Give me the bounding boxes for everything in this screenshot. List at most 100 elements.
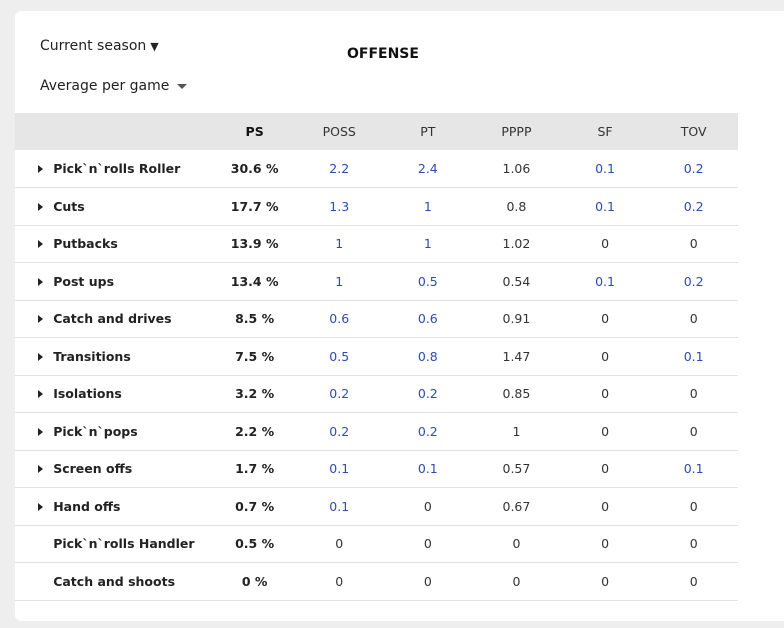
pt-value[interactable]: 0.2 xyxy=(417,386,438,402)
header-expand-spacer xyxy=(15,113,45,150)
expand-cell[interactable] xyxy=(15,450,45,488)
sf-value[interactable]: 0.1 xyxy=(595,161,615,176)
tov-value[interactable]: 0.2 xyxy=(683,161,704,176)
pppp-cell: 0.67 xyxy=(472,488,561,526)
poss-value[interactable]: 2.2 xyxy=(329,161,350,176)
expand-cell[interactable] xyxy=(15,338,45,376)
table-row[interactable]: Catch and drives 8.5 % 0.6 0.6 0.91 0 0 xyxy=(15,300,738,338)
expand-arrow-icon[interactable] xyxy=(38,465,44,474)
caret-down-icon: ▼ xyxy=(150,39,159,53)
tov-value: 0 xyxy=(689,573,698,589)
column-header-poss[interactable]: POSS xyxy=(322,124,356,139)
sf-value: 0 xyxy=(601,236,610,252)
poss-value[interactable]: 1.3 xyxy=(329,198,350,214)
pppp-cell: 0 xyxy=(472,563,561,601)
expand-cell[interactable] xyxy=(15,488,45,526)
poss-value[interactable]: 0.1 xyxy=(329,498,350,514)
tov-value: 0 xyxy=(689,536,698,552)
expand-arrow-icon[interactable] xyxy=(38,165,44,173)
pppp-value: 1 xyxy=(512,423,521,439)
expand-cell[interactable] xyxy=(15,375,45,413)
pppp-value: 1.06 xyxy=(502,161,531,176)
ps-value: 7.5 % xyxy=(235,348,275,364)
pt-cell: 0.6 xyxy=(384,300,473,338)
expand-arrow-icon[interactable] xyxy=(38,202,44,211)
mode-dropdown-label: Average per game xyxy=(40,78,170,94)
expand-cell[interactable] xyxy=(15,188,45,226)
pppp-value: 0.8 xyxy=(506,198,527,214)
expand-arrow-icon[interactable] xyxy=(38,390,44,399)
expand-cell[interactable] xyxy=(15,263,45,301)
poss-cell: 0.6 xyxy=(295,300,384,338)
tov-value[interactable]: 0.2 xyxy=(683,273,704,289)
table-row[interactable]: Post ups 13.4 % 1 0.5 0.54 0.1 0.2 xyxy=(15,263,738,301)
column-header-pppp[interactable]: PPPP xyxy=(501,124,532,139)
pt-value[interactable]: 0.2 xyxy=(417,423,438,439)
pt-value[interactable]: 0.5 xyxy=(417,273,438,289)
play-type-name: Putbacks xyxy=(53,236,118,252)
expand-cell[interactable] xyxy=(15,225,45,263)
expand-arrow-icon[interactable] xyxy=(38,427,44,436)
season-dropdown[interactable]: Current season ▼ xyxy=(40,38,187,54)
table-row[interactable]: Hand offs 0.7 % 0.1 0 0.67 0 0 xyxy=(15,488,738,526)
pt-value[interactable]: 2.4 xyxy=(417,161,438,176)
pt-value[interactable]: 1 xyxy=(423,236,432,252)
poss-value[interactable]: 0.2 xyxy=(329,423,350,439)
play-type-name: Post ups xyxy=(53,273,115,289)
poss-value[interactable]: 0.5 xyxy=(329,348,350,364)
filters: Current season ▼ Average per game xyxy=(40,38,188,94)
ps-value: 30.6 % xyxy=(230,161,279,176)
poss-value[interactable]: 0.2 xyxy=(329,386,350,402)
tov-value[interactable]: 0.1 xyxy=(683,461,704,477)
table-row[interactable]: Transitions 7.5 % 0.5 0.8 1.47 0 0.1 xyxy=(15,338,738,376)
expand-cell[interactable] xyxy=(15,413,45,451)
pt-cell: 1 xyxy=(384,225,473,263)
pt-value[interactable]: 1 xyxy=(423,198,432,214)
pt-value[interactable]: 0.8 xyxy=(417,348,438,364)
ps-value: 8.5 % xyxy=(235,311,275,327)
tov-value: 0 xyxy=(689,498,698,514)
table-row[interactable]: Pick`n`rolls Roller 30.6 % 2.2 2.4 1.06 0.1 0.… xyxy=(15,150,738,188)
expand-arrow-icon[interactable] xyxy=(38,502,44,511)
pppp-value: 0.67 xyxy=(502,498,531,514)
play-type-name: Pick`n`rolls Handler xyxy=(53,536,195,552)
play-type-name: Pick`n`rolls Roller xyxy=(53,161,181,176)
pppp-cell: 0.91 xyxy=(472,300,561,338)
mode-dropdown[interactable]: Average per game xyxy=(40,78,188,94)
column-header-pt[interactable]: PT xyxy=(420,124,436,139)
poss-value[interactable]: 1 xyxy=(335,273,344,289)
table-row[interactable]: Putbacks 13.9 % 1 1 1.02 0 0 xyxy=(15,225,738,263)
poss-value: 0 xyxy=(335,573,344,589)
expand-arrow-icon[interactable] xyxy=(38,315,44,324)
table-row[interactable]: Cuts 17.7 % 1.3 1 0.8 0.1 0.2 xyxy=(15,188,738,226)
table-row[interactable]: Pick`n`pops 2.2 % 0.2 0.2 1 0 0 xyxy=(15,413,738,451)
table-row[interactable]: Screen offs 1.7 % 0.1 0.1 0.57 0 0.1 xyxy=(15,450,738,488)
table-row[interactable]: Isolations 3.2 % 0.2 0.2 0.85 0 0 xyxy=(15,375,738,413)
sf-value: 0 xyxy=(601,461,610,477)
pt-value[interactable]: 0.1 xyxy=(417,461,438,477)
expand-arrow-icon[interactable] xyxy=(38,277,44,286)
table-row: Catch and shoots 0 % 0 0 0 0 0 xyxy=(15,563,738,601)
poss-value[interactable]: 0.1 xyxy=(329,461,350,477)
sf-value[interactable]: 0.1 xyxy=(595,273,615,289)
tov-value[interactable]: 0.2 xyxy=(683,198,704,214)
sf-value[interactable]: 0.1 xyxy=(595,198,615,214)
pppp-cell: 0.8 xyxy=(472,188,561,226)
column-header-ps[interactable]: PS xyxy=(245,124,264,139)
table-row: Pick`n`rolls Handler 0.5 % 0 0 0 0 0 xyxy=(15,525,738,563)
tov-value[interactable]: 0.1 xyxy=(683,348,704,364)
column-header-tov[interactable]: TOV xyxy=(680,124,707,139)
pt-cell: 0.5 xyxy=(384,263,473,301)
poss-value[interactable]: 0.6 xyxy=(329,311,350,327)
column-header-sf[interactable]: SF xyxy=(597,124,613,139)
sf-value: 0 xyxy=(601,348,610,364)
expand-cell[interactable] xyxy=(15,150,45,188)
expand-cell[interactable] xyxy=(15,300,45,338)
pt-value[interactable]: 0.6 xyxy=(417,311,438,327)
expand-arrow-icon[interactable] xyxy=(38,240,44,249)
pt-cell: 0.2 xyxy=(384,413,473,451)
sf-cell: 0 xyxy=(561,413,650,451)
expand-arrow-icon[interactable] xyxy=(38,352,44,361)
ps-value: 0.5 % xyxy=(235,536,275,552)
poss-value[interactable]: 1 xyxy=(335,236,344,252)
